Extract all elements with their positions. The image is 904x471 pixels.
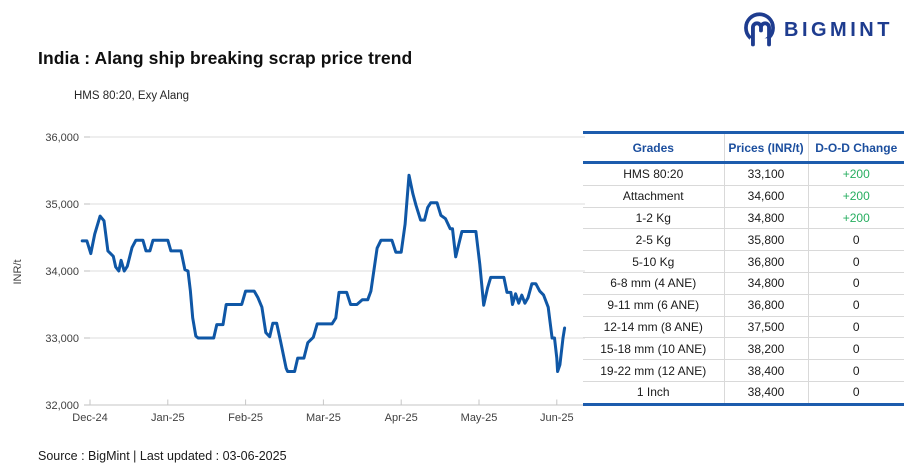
grade-cell: 9-11 mm (6 ANE) xyxy=(583,293,725,317)
table-row: HMS 80:20 33,100 +200 xyxy=(583,162,904,186)
y-tick-label: 36,000 xyxy=(45,132,79,144)
table-row: Attachment 34,600 +200 xyxy=(583,184,904,208)
x-tick-label: Jan-25 xyxy=(151,412,185,424)
price-cell: 38,400 xyxy=(724,380,809,405)
y-axis-title: INR/t xyxy=(12,259,24,284)
chart-legend: HMS 80:20, Exy Alang xyxy=(40,90,189,102)
change-cell: 0 xyxy=(808,380,904,405)
change-cell: 0 xyxy=(808,293,904,317)
column-header: D-O-D Change xyxy=(808,131,904,164)
table-row: 6-8 mm (4 ANE) 34,800 0 xyxy=(583,271,904,295)
change-cell: +200 xyxy=(808,206,904,229)
y-tick-label: 32,000 xyxy=(45,400,79,412)
table-row: 15-18 mm (10 ANE) 38,200 0 xyxy=(583,337,904,360)
price-cell: 38,400 xyxy=(724,359,809,382)
price-cell: 38,200 xyxy=(724,337,809,360)
price-cell: 33,100 xyxy=(724,162,809,186)
grade-cell: HMS 80:20 xyxy=(583,162,725,186)
table-row: 5-10 Kg 36,800 0 xyxy=(583,250,904,273)
grade-cell: Attachment xyxy=(583,184,725,208)
grade-cell: 1 Inch xyxy=(583,380,725,405)
x-tick-label: Dec-24 xyxy=(72,412,107,424)
price-cell: 34,800 xyxy=(724,206,809,229)
x-tick-label: Apr-25 xyxy=(385,412,418,424)
change-cell: 0 xyxy=(808,315,904,338)
price-line-series xyxy=(80,173,567,373)
source-note: Source : BigMint | Last updated : 03-06-… xyxy=(38,449,287,463)
y-tick-label: 35,000 xyxy=(45,199,79,211)
grade-cell: 5-10 Kg xyxy=(583,250,725,273)
grade-cell: 19-22 mm (12 ANE) xyxy=(583,359,725,382)
table-row: 1-2 Kg 34,800 +200 xyxy=(583,206,904,229)
legend-line-swatch xyxy=(40,94,66,98)
x-tick-label: May-25 xyxy=(461,412,498,424)
grade-cell: 1-2 Kg xyxy=(583,206,725,229)
price-cell: 37,500 xyxy=(724,315,809,338)
legend-label: HMS 80:20, Exy Alang xyxy=(74,90,190,102)
x-tick-label: Feb-25 xyxy=(228,412,263,424)
change-cell: +200 xyxy=(808,184,904,208)
grade-cell: 15-18 mm (10 ANE) xyxy=(583,337,725,360)
change-cell: 0 xyxy=(808,359,904,382)
price-cell: 36,800 xyxy=(724,293,809,317)
price-cell: 34,800 xyxy=(724,271,809,295)
table-row: 9-11 mm (6 ANE) 36,800 0 xyxy=(583,293,904,317)
column-header: Prices (INR/t) xyxy=(724,131,809,164)
change-cell: 0 xyxy=(808,250,904,273)
grade-cell: 12-14 mm (8 ANE) xyxy=(583,315,725,338)
table-header: Grades Prices (INR/t) D-O-D Change xyxy=(583,131,904,164)
bigmint-m-icon xyxy=(744,12,775,49)
grades-price-table: Grades Prices (INR/t) D-O-D Change HMS 80:… xyxy=(583,131,904,406)
table-row: 12-14 mm (8 ANE) 37,500 0 xyxy=(583,315,904,338)
change-cell: 0 xyxy=(808,271,904,295)
brand-name: BIGMINT xyxy=(784,18,893,41)
change-cell: 0 xyxy=(808,228,904,251)
x-tick-label: Mar-25 xyxy=(306,412,341,424)
y-tick-label: 33,000 xyxy=(45,333,79,345)
table-row: 1 Inch 38,400 0 xyxy=(583,380,904,405)
page-title: India : Alang ship breaking scrap price … xyxy=(38,48,413,68)
y-tick-label: 34,000 xyxy=(45,266,79,278)
brand-logo: BIGMINT xyxy=(742,11,893,49)
grade-cell: 6-8 mm (4 ANE) xyxy=(583,271,725,295)
grade-cell: 2-5 Kg xyxy=(583,228,725,251)
price-cell: 36,800 xyxy=(724,250,809,273)
table-row: 19-22 mm (12 ANE) 38,400 0 xyxy=(583,359,904,382)
table-row: 2-5 Kg 35,800 0 xyxy=(583,228,904,251)
column-header: Grades xyxy=(583,131,725,164)
price-cell: 34,600 xyxy=(724,184,809,208)
change-cell: 0 xyxy=(808,337,904,360)
price-cell: 35,800 xyxy=(724,228,809,251)
change-cell: +200 xyxy=(842,167,870,182)
x-tick-label: Jun-25 xyxy=(540,412,574,424)
